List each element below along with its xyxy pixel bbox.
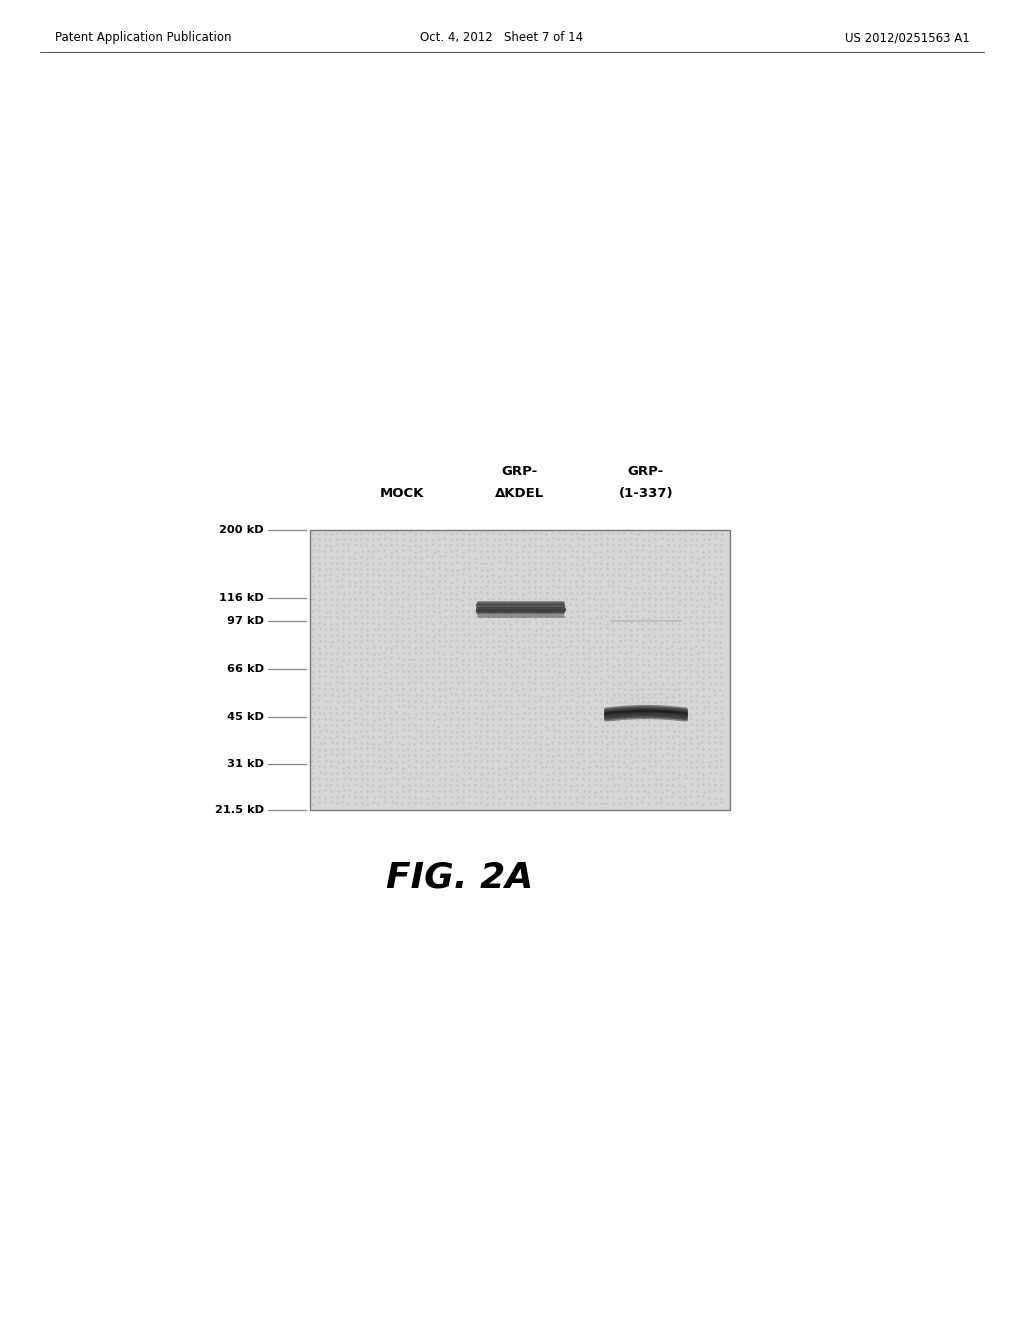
- Text: US 2012/0251563 A1: US 2012/0251563 A1: [845, 32, 970, 45]
- Text: MOCK: MOCK: [380, 487, 425, 500]
- Text: 66 kD: 66 kD: [227, 664, 264, 675]
- Text: 97 kD: 97 kD: [227, 616, 264, 626]
- Bar: [310, 531, 730, 810]
- Text: Oct. 4, 2012   Sheet 7 of 14: Oct. 4, 2012 Sheet 7 of 14: [420, 32, 583, 45]
- Text: 45 kD: 45 kD: [227, 713, 264, 722]
- Text: GRP-: GRP-: [502, 465, 539, 478]
- Text: Patent Application Publication: Patent Application Publication: [55, 32, 231, 45]
- Text: (1-337): (1-337): [618, 487, 674, 500]
- Text: GRP-: GRP-: [628, 465, 665, 478]
- Text: 31 kD: 31 kD: [227, 759, 264, 770]
- Text: 21.5 kD: 21.5 kD: [215, 805, 264, 814]
- Text: 200 kD: 200 kD: [219, 525, 264, 535]
- Text: 116 kD: 116 kD: [219, 594, 264, 603]
- Text: ΔKDEL: ΔKDEL: [496, 487, 545, 500]
- Text: FIG. 2A: FIG. 2A: [386, 861, 534, 894]
